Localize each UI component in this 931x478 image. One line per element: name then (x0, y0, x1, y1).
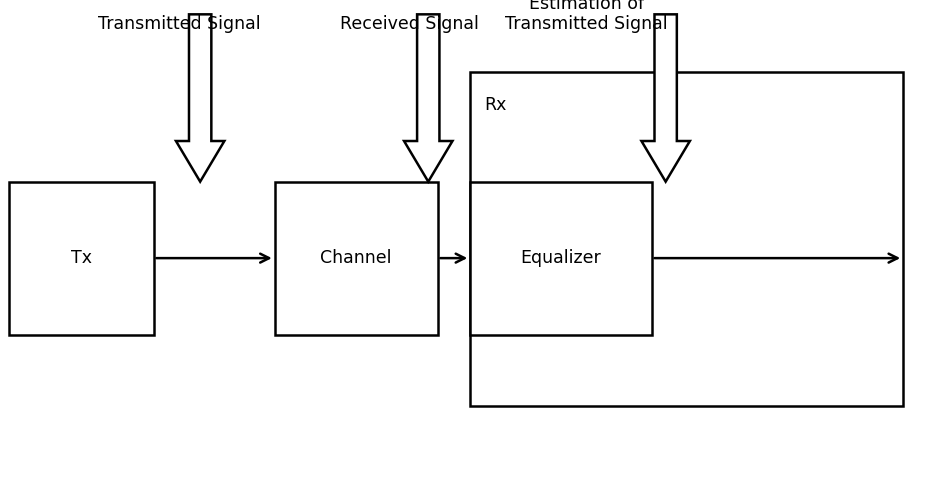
Polygon shape (641, 14, 690, 182)
Bar (470, 182, 652, 335)
Text: Equalizer: Equalizer (520, 249, 601, 267)
Text: Tx: Tx (71, 249, 92, 267)
Polygon shape (176, 14, 224, 182)
Bar (9, 182, 154, 335)
Bar (275, 182, 438, 335)
Bar (470, 72, 903, 406)
Text: Transmitted Signal: Transmitted Signal (98, 15, 261, 33)
Text: Rx: Rx (484, 96, 506, 114)
Text: Channel: Channel (320, 249, 392, 267)
Polygon shape (404, 14, 452, 182)
Text: Estimation of
Transmitted Signal: Estimation of Transmitted Signal (506, 0, 668, 33)
Text: Received Signal: Received Signal (340, 15, 479, 33)
